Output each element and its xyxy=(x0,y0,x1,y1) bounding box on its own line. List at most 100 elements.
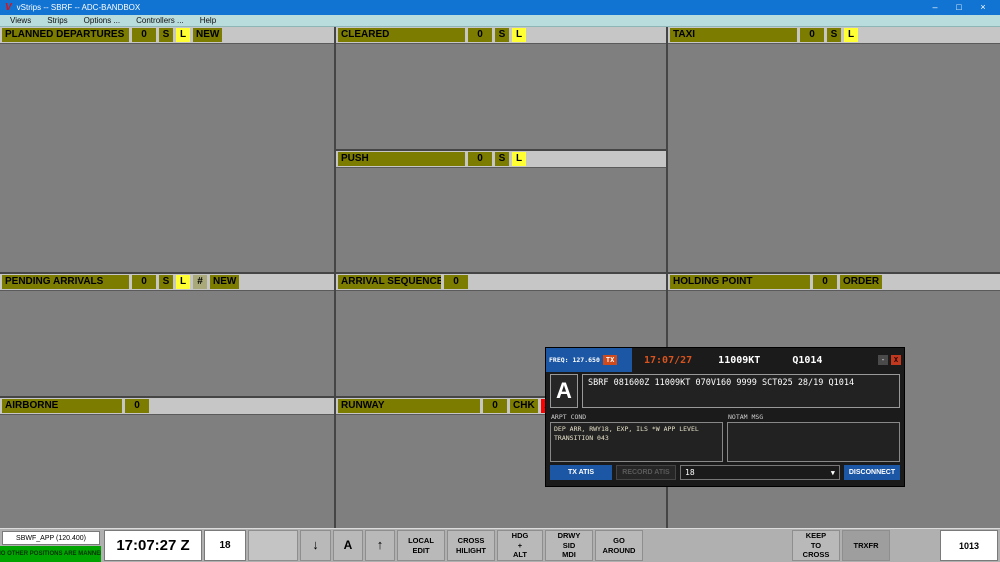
arpt-cond-label: ARPT COND xyxy=(551,413,587,421)
atis-titlebar[interactable]: FREQ: 127.650 TX 17:07/27 11009KT Q1014 … xyxy=(546,348,904,372)
atis-minimize-icon[interactable]: - xyxy=(878,355,888,365)
panel-airborne: AIRBORNE 0 xyxy=(0,398,334,528)
sort-l-button[interactable]: L xyxy=(512,152,526,166)
close-icon[interactable]: × xyxy=(980,2,986,12)
sort-l-button[interactable]: L xyxy=(512,28,526,42)
panel-title: TAXI xyxy=(670,28,797,42)
atis-letter-button[interactable]: A xyxy=(333,530,363,561)
arrow-down-button[interactable]: ↓ xyxy=(300,530,331,561)
panel-cleared: CLEARED 0 S L xyxy=(336,27,666,149)
atis-button-row: TX ATIS RECORD ATIS 18 ▼ DISCONNECT xyxy=(546,462,904,483)
active-runway-display: 18 xyxy=(204,530,246,561)
panel-header: HOLDING POINT 0 ORDER xyxy=(668,274,1000,291)
panel-taxi: TAXI 0 S L xyxy=(668,27,1000,272)
minimize-icon[interactable]: – xyxy=(932,2,938,12)
order-button[interactable]: ORDER xyxy=(840,275,883,289)
notam-msg-label: NOTAM MSG xyxy=(728,413,764,421)
panel-title: PUSH xyxy=(338,152,465,166)
local-edit-button[interactable]: LOCAL EDIT xyxy=(397,530,445,561)
menu-controllers[interactable]: Controllers ... xyxy=(136,16,184,25)
window-controls: – □ × xyxy=(923,0,995,15)
menu-bar: Views Strips Options ... Controllers ...… xyxy=(0,15,1000,27)
strip-count: 0 xyxy=(813,275,837,289)
menu-options[interactable]: Options ... xyxy=(83,16,121,25)
trxfr-button[interactable]: TRXFR xyxy=(842,530,890,561)
blank-slot xyxy=(248,530,298,561)
panel-header: PENDING ARRIVALS 0 S L # NEW xyxy=(0,274,334,291)
panel-header: PLANNED DEPARTURES 0 S L NEW xyxy=(0,27,334,44)
position-button[interactable]: SBWF_APP (120.400) xyxy=(2,531,100,545)
app-logo-icon: V xyxy=(5,2,12,13)
atis-frequency-label: FREQ: 127.650 xyxy=(549,356,600,364)
drwy-sid-mdi-button[interactable]: DRWY SID MDI xyxy=(545,530,593,561)
menu-strips[interactable]: Strips xyxy=(47,16,68,25)
strip-count: 0 xyxy=(483,399,507,413)
menu-help[interactable]: Help xyxy=(199,16,217,25)
panel-header: ARRIVAL SEQUENCE 0 xyxy=(336,274,666,291)
panel-header: CLEARED 0 S L xyxy=(336,27,666,44)
strip-count: 0 xyxy=(800,28,824,42)
go-around-button[interactable]: GO AROUND xyxy=(595,530,643,561)
panel-title: CLEARED xyxy=(338,28,465,42)
strip-bay[interactable] xyxy=(336,168,666,272)
atis-metar-row: A SBRF 081600Z 11009KT 070V160 9999 SCT0… xyxy=(546,372,904,410)
strip-count: 0 xyxy=(132,28,156,42)
sort-l-button[interactable]: L xyxy=(176,28,190,42)
sort-hash-button[interactable]: # xyxy=(193,275,207,289)
strip-count: 0 xyxy=(132,275,156,289)
sort-l-button[interactable]: L xyxy=(176,275,190,289)
panel-push: PUSH 0 S L xyxy=(336,151,666,272)
chevron-down-icon: ▼ xyxy=(830,468,835,477)
notam-msg-textarea[interactable] xyxy=(727,422,900,462)
strip-bay[interactable] xyxy=(0,44,334,272)
status-bar: SBWF_APP (120.400) NO OTHER POSITIONS AR… xyxy=(0,528,1000,562)
sort-s-button[interactable]: S xyxy=(495,152,509,166)
strip-count: 0 xyxy=(468,28,492,42)
maximize-icon[interactable]: □ xyxy=(956,2,962,12)
panel-title: PENDING ARRIVALS xyxy=(2,275,129,289)
atis-time: 17:07/27 xyxy=(644,354,693,366)
atis-metar-field: SBRF 081600Z 11009KT 070V160 9999 SCT025… xyxy=(582,374,900,408)
strip-count: 0 xyxy=(444,275,468,289)
panel-title: RUNWAY xyxy=(338,399,480,413)
strip-bay[interactable] xyxy=(668,44,1000,272)
strip-bay[interactable] xyxy=(0,291,334,396)
panel-title: AIRBORNE xyxy=(2,399,122,413)
atis-runway-select[interactable]: 18 ▼ xyxy=(680,465,840,480)
strip-bay[interactable] xyxy=(336,44,666,149)
runway-check-button[interactable]: CHK xyxy=(510,399,538,413)
sort-s-button[interactable]: S xyxy=(159,28,173,42)
atis-dialog: FREQ: 127.650 TX 17:07/27 11009KT Q1014 … xyxy=(545,347,905,487)
sort-s-button[interactable]: S xyxy=(159,275,173,289)
atis-close-icon[interactable]: X xyxy=(891,355,901,365)
atis-frequency: FREQ: 127.650 TX xyxy=(546,348,632,372)
utc-clock: 17:07:27 Z xyxy=(104,530,202,561)
new-strip-button[interactable]: NEW xyxy=(210,275,240,289)
tx-indicator-badge: TX xyxy=(602,355,618,365)
keep-to-cross-button[interactable]: KEEP TO CROSS xyxy=(792,530,840,561)
sort-s-button[interactable]: S xyxy=(495,28,509,42)
atis-condition-columns: ARPT COND DEP ARR, RWY18, EXP, ILS *W AP… xyxy=(546,412,904,462)
atis-window-controls: - X xyxy=(878,355,901,365)
sort-l-button[interactable]: L xyxy=(844,28,858,42)
panel-title: ARRIVAL SEQUENCE xyxy=(338,275,441,289)
arpt-cond-textarea[interactable]: DEP ARR, RWY18, EXP, ILS *W APP LEVEL TR… xyxy=(550,422,723,462)
positions-manned-notice: NO OTHER POSITIONS ARE MANNED xyxy=(0,546,101,562)
arrow-up-button[interactable]: ↑ xyxy=(365,530,395,561)
record-atis-button[interactable]: RECORD ATIS xyxy=(616,465,676,480)
cross-hilight-button[interactable]: CROSS HILIGHT xyxy=(447,530,495,561)
hdg-alt-button[interactable]: HDG + ALT xyxy=(497,530,543,561)
panel-planned-departures: PLANNED DEPARTURES 0 S L NEW xyxy=(0,27,334,272)
new-strip-button[interactable]: NEW xyxy=(193,28,223,42)
strip-bay[interactable] xyxy=(0,415,334,528)
disconnect-button[interactable]: DISCONNECT xyxy=(844,465,900,480)
atis-letter-box: A xyxy=(550,374,578,408)
window-titlebar: V vStrips -- SBRF -- ADC-BANDBOX – □ × xyxy=(0,0,1000,15)
tx-atis-button[interactable]: TX ATIS xyxy=(550,465,612,480)
window-title: vStrips -- SBRF -- ADC-BANDBOX xyxy=(16,3,141,12)
qnh-display: 1013 xyxy=(940,530,998,561)
menu-views[interactable]: Views xyxy=(10,16,32,25)
sort-s-button[interactable]: S xyxy=(827,28,841,42)
panel-title: HOLDING POINT xyxy=(670,275,810,289)
